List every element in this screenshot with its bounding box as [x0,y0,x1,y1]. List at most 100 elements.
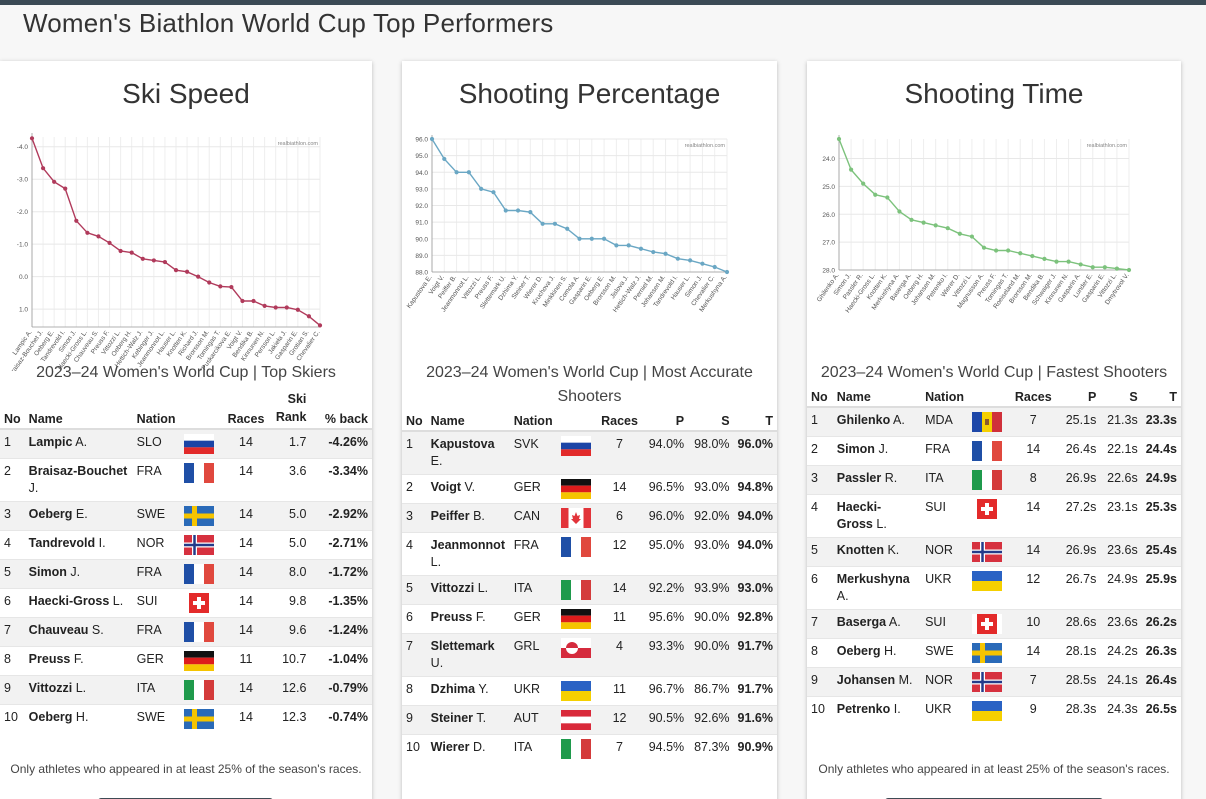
data-point[interactable] [1054,259,1059,264]
table-row[interactable]: 10 Petrenko I. UKR 9 28.3s 24.3s 26.5s [807,696,1181,725]
athlete-name[interactable]: Tandrevold I. [24,530,133,560]
data-point[interactable] [118,248,123,254]
data-point[interactable] [712,264,717,270]
table-row[interactable]: 9 Vittozzi L. ITA 14 12.6 -0.79% [0,675,372,705]
data-point[interactable] [1066,259,1071,264]
athlete-name[interactable]: Oeberg H. [832,638,922,668]
table-row[interactable]: 6 Preuss F. GER 11 95.6% 90.0% 92.8% [402,604,777,634]
data-point[interactable] [675,256,680,261]
col-header-name[interactable]: Name [24,388,133,430]
col-header-name[interactable]: Name [426,412,510,432]
data-point[interactable] [429,136,435,142]
col-header-s[interactable]: S [1100,388,1142,408]
athlete-name[interactable]: Passler R. [832,465,922,495]
data-point[interactable] [74,218,79,223]
data-point[interactable] [1114,266,1120,271]
athlete-name[interactable]: Peiffer B. [426,503,510,533]
data-point[interactable] [957,231,962,236]
data-point[interactable] [873,192,878,197]
col-header-p[interactable]: P [641,412,689,432]
data-point[interactable] [1126,267,1132,273]
data-point[interactable] [552,221,558,226]
col-header-t[interactable]: T [1141,388,1181,408]
data-point[interactable] [284,305,289,310]
athlete-name[interactable]: Simon J. [832,436,922,466]
athlete-name[interactable]: Vittozzi L. [426,575,510,605]
athlete-name[interactable]: Voigt V. [426,474,510,504]
athlete-name[interactable]: Kapustova E. [426,430,510,475]
data-point[interactable] [969,234,975,239]
col-header-t[interactable]: T [733,412,777,432]
data-point[interactable] [836,136,842,142]
athlete-name[interactable]: Jeanmonnot L. [426,532,510,576]
table-row[interactable]: 7 Slettemark U. GRL 4 93.3% 90.0% 91.7% [402,633,777,677]
data-point[interactable] [981,245,987,250]
data-point[interactable] [273,305,278,310]
col-header-no[interactable]: No [807,388,833,408]
data-point[interactable] [229,284,234,290]
table-row[interactable]: 4 Tandrevold I. NOR 14 5.0 -2.71% [0,530,372,560]
athlete-name[interactable]: Oeberg H. [24,704,133,733]
table-row[interactable]: 4 Jeanmonnot L. FRA 12 95.0% 93.0% 94.0% [402,532,777,576]
data-point[interactable] [848,167,854,172]
athlete-name[interactable]: Haecki-Gross L. [832,494,922,538]
data-point[interactable] [601,236,607,241]
data-point[interactable] [1006,248,1011,253]
table-row[interactable]: 10 Wierer D. ITA 7 94.5% 87.3% 90.9% [402,734,777,763]
data-point[interactable] [638,246,644,251]
athlete-name[interactable]: Wierer D. [426,734,510,763]
data-point[interactable] [442,156,447,162]
table-row[interactable]: 1 Ghilenko A. MDA 7 25.1s 21.3s 23.3s [807,406,1181,437]
athlete-name[interactable]: Oeberg E. [24,501,133,531]
col-header-races[interactable]: Races [223,388,269,430]
table-row[interactable]: 5 Vittozzi L. ITA 14 92.2% 93.9% 93.0% [402,575,777,605]
col-header-nation[interactable]: Nation [509,412,557,432]
data-point[interactable] [240,298,245,304]
data-point[interactable] [700,261,705,266]
data-point[interactable] [933,223,938,228]
data-point[interactable] [528,210,533,215]
table-row[interactable]: 3 Passler R. ITA 8 26.9s 22.6s 24.9s [807,465,1181,495]
col-header-nation[interactable]: Nation [921,388,968,408]
athlete-name[interactable]: Braisaz-Bouchet J. [24,458,133,502]
data-point[interactable] [306,314,312,319]
table-row[interactable]: 2 Voigt V. GER 14 96.5% 93.0% 94.8% [402,474,777,504]
data-point[interactable] [63,186,68,191]
data-point[interactable] [454,170,459,175]
data-point[interactable] [688,258,693,263]
data-point[interactable] [1078,262,1083,267]
data-point[interactable] [218,284,223,289]
table-row[interactable]: 8 Dzhima Y. UKR 11 96.7% 86.7% 91.7% [402,676,777,706]
data-point[interactable] [1042,256,1047,261]
table-row[interactable]: 9 Steiner T. AUT 12 90.5% 92.6% 91.6% [402,705,777,735]
col-header-p[interactable]: P [1055,388,1101,408]
col-header-races[interactable]: Races [1010,388,1056,408]
table-row[interactable]: 1 Lampic A. SLO 14 1.7 -4.26% [0,428,372,459]
data-point[interactable] [651,249,656,255]
data-point[interactable] [945,226,950,231]
data-point[interactable] [29,136,35,141]
col-header-no[interactable]: No [402,412,427,432]
col-header-name[interactable]: Name [832,388,922,408]
data-point[interactable] [614,243,619,248]
col-header-races[interactable]: Races [597,412,642,432]
table-row[interactable]: 6 Haecki-Gross L. SUI 14 9.8 -1.35% [0,588,372,618]
data-point[interactable] [96,234,101,239]
data-point[interactable] [479,186,484,191]
table-row[interactable]: 1 Kapustova E. SVK 7 94.0% 98.0% 96.0% [402,430,777,475]
athlete-name[interactable]: Preuss F. [426,604,510,634]
data-point[interactable] [151,258,156,263]
data-point[interactable] [162,259,168,265]
data-point[interactable] [540,221,545,226]
table-row[interactable]: 7 Chauveau S. FRA 14 9.6 -1.24% [0,617,372,647]
table-row[interactable]: 6 Merkushyna A. UKR 12 26.7s 24.9s 25.9s [807,566,1181,610]
data-point[interactable] [317,323,323,328]
col-header-no[interactable]: No [0,388,25,430]
table-row[interactable]: 2 Braisaz-Bouchet J. FRA 14 3.6 -3.34% [0,458,372,502]
data-point[interactable] [491,190,496,195]
data-point[interactable] [885,195,890,200]
athlete-name[interactable]: Baserga A. [832,609,922,639]
table-row[interactable]: 3 Oeberg E. SWE 14 5.0 -2.92% [0,501,372,531]
athlete-name[interactable]: Ghilenko A. [832,406,922,437]
athlete-name[interactable]: Chauveau S. [24,617,133,647]
